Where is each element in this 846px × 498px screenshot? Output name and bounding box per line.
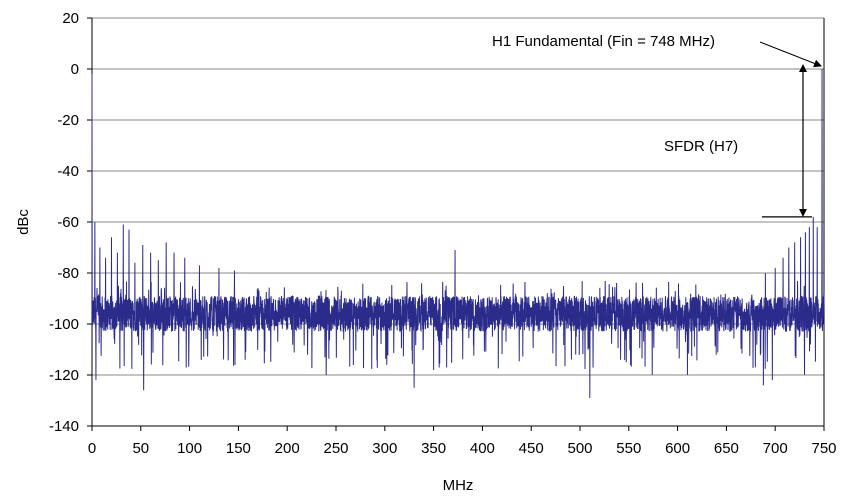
x-axis-label: MHz: [443, 477, 474, 494]
x-tick-label: 0: [88, 440, 96, 457]
y-tick-labels: 20 0 -20 -40 -60 -80 -100 -120 -140: [49, 10, 92, 435]
x-tick-label: 400: [470, 440, 495, 457]
grid-lines: [92, 17, 824, 427]
x-tick-label: 750: [811, 440, 836, 457]
x-tick-label: 650: [714, 440, 739, 457]
x-tick-label: 700: [763, 440, 788, 457]
y-tick-label: -140: [49, 418, 79, 435]
x-tick-label: 600: [665, 440, 690, 457]
y-tick-label: -40: [57, 163, 79, 180]
x-tick-label: 500: [567, 440, 592, 457]
fundamental-annotation: H1 Fundamental (Fin = 748 MHz): [492, 33, 715, 50]
x-tick-label: 200: [275, 440, 300, 457]
x-tick-label: 150: [226, 440, 251, 457]
y-tick-label: -80: [57, 265, 79, 282]
x-tick-label: 50: [132, 440, 149, 457]
y-tick-label: -20: [57, 112, 79, 129]
y-tick-label: 0: [71, 61, 79, 78]
x-tick-label: 100: [177, 440, 202, 457]
x-tick-label: 450: [519, 440, 544, 457]
fundamental-leader-arrow: [759, 41, 822, 68]
y-tick-label: 20: [62, 10, 79, 27]
y-tick-label: -60: [57, 214, 79, 231]
y-axis-label: dBc: [15, 209, 32, 235]
y-tick-label: -120: [49, 367, 79, 384]
x-tick-label: 550: [616, 440, 641, 457]
annotations: H1 Fundamental (Fin = 748 MHz) SFDR (H7): [492, 33, 822, 218]
x-tick-label: 250: [323, 440, 348, 457]
y-tick-label: -100: [49, 316, 79, 333]
sfdr-annotation: SFDR (H7): [664, 138, 738, 155]
spectrum-series-line: [91, 68, 825, 398]
x-tick-labels: 0 50 100 150 200 250 300 350 400 450 500 550 600 650 7…: [88, 426, 837, 457]
x-tick-label: 350: [421, 440, 446, 457]
x-tick-label: 300: [372, 440, 397, 457]
